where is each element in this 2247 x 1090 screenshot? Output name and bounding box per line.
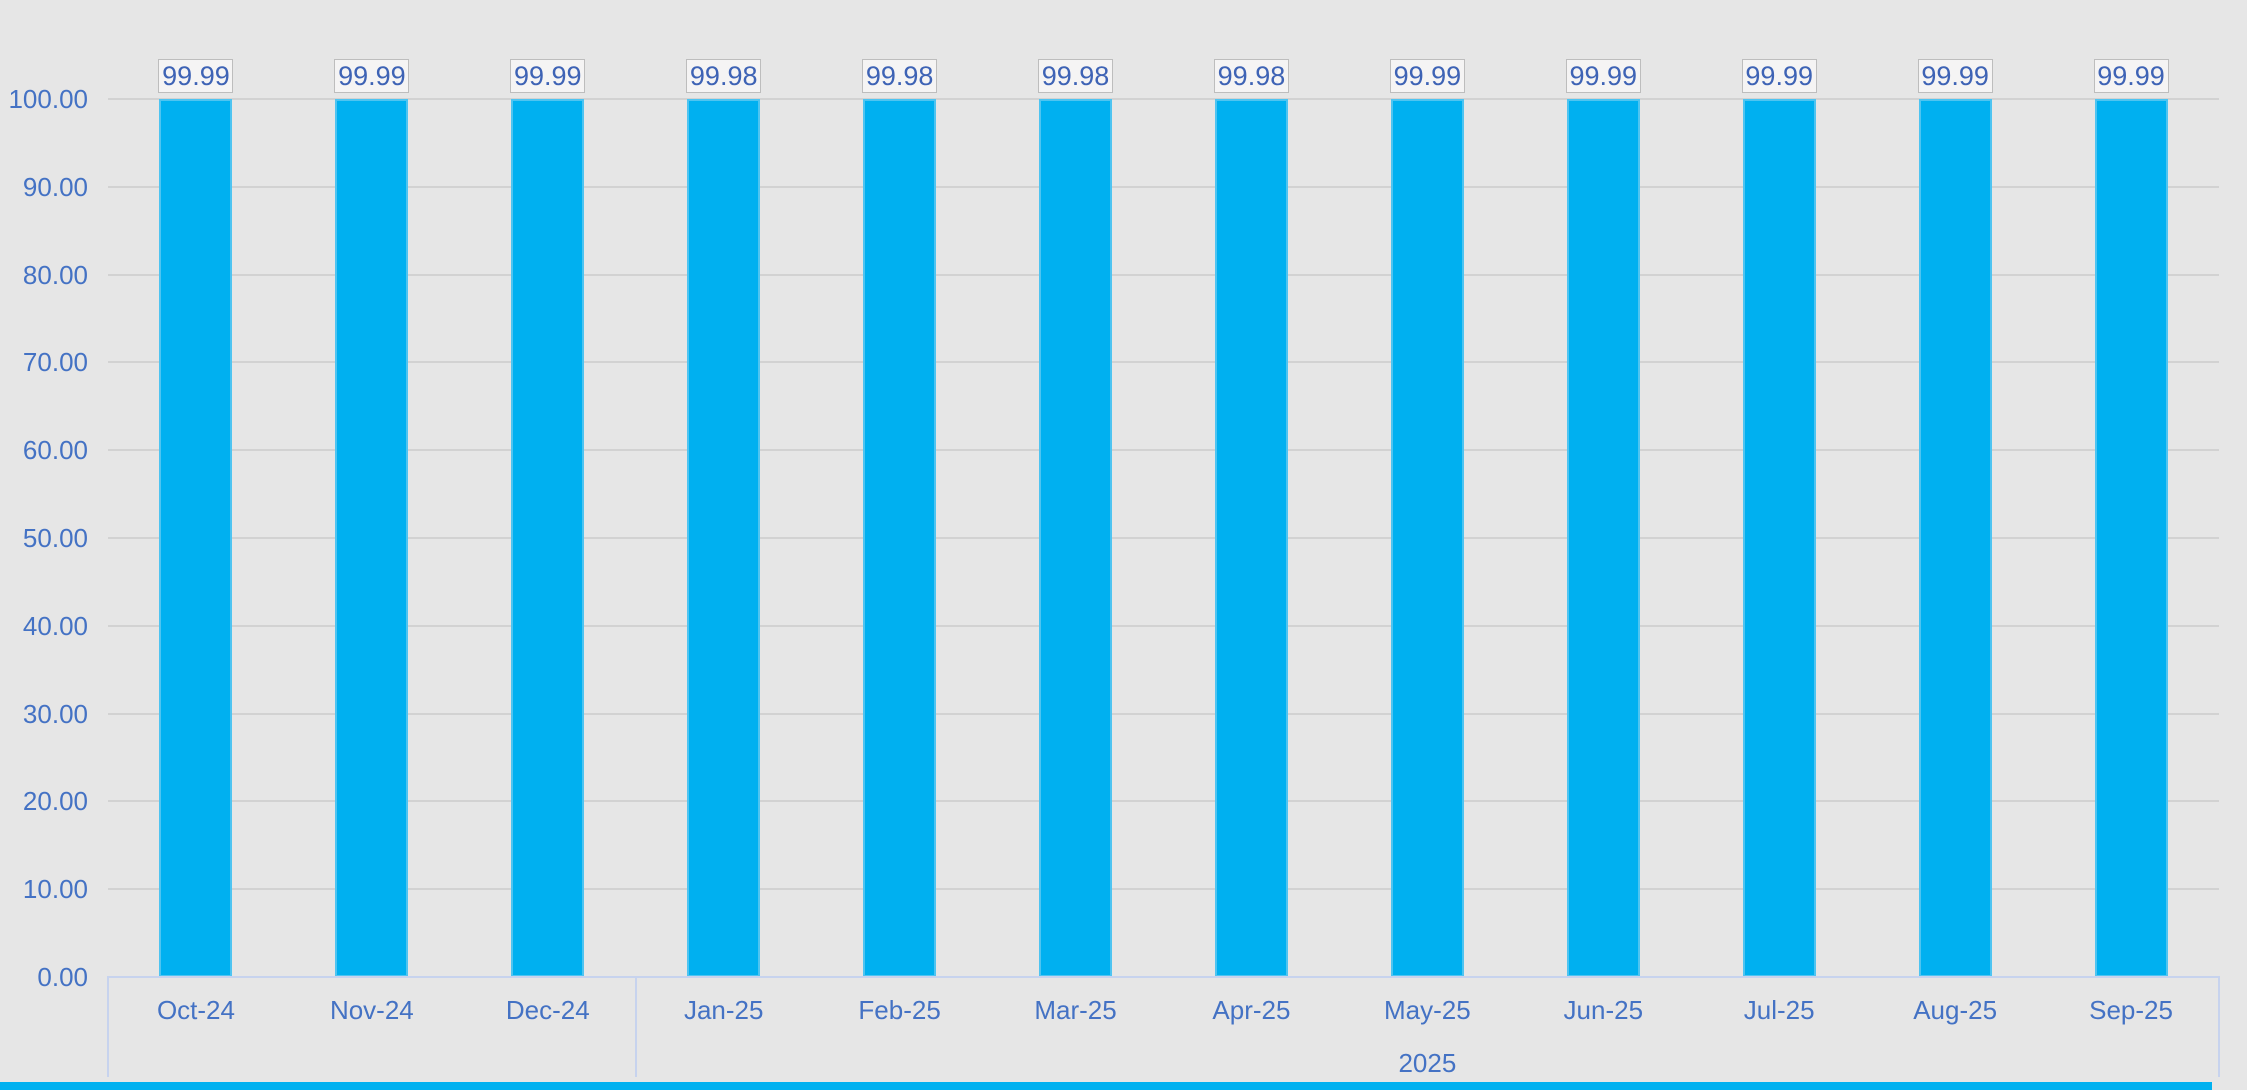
y-axis-tick-label: 40.00 xyxy=(22,610,88,641)
data-label-Oct-24: 99.99 xyxy=(158,59,234,93)
bar-May-25 xyxy=(1390,99,1464,977)
bar-Jul-25 xyxy=(1742,99,1816,977)
gridline-30.00 xyxy=(108,712,2219,715)
x-axis-label-Apr-25: Apr-25 xyxy=(1212,995,1291,1025)
gridline-10.00 xyxy=(108,888,2219,891)
x-axis-label-Oct-24: Oct-24 xyxy=(156,995,235,1025)
data-label-Dec-24: 99.99 xyxy=(510,59,586,93)
data-label-Mar-25: 99.98 xyxy=(1038,59,1114,93)
bar-Nov-24 xyxy=(335,99,409,977)
y-axis-tick-label: 60.00 xyxy=(22,435,88,466)
data-label-Apr-25: 99.98 xyxy=(1213,59,1289,93)
x-axis-label-Jul-25: Jul-25 xyxy=(1743,995,1815,1025)
data-label-Feb-25: 99.98 xyxy=(862,59,938,93)
bottom-cyan-strip xyxy=(0,1082,2212,1090)
bar-Feb-25 xyxy=(863,99,937,977)
data-label-Jun-25: 99.99 xyxy=(1565,59,1641,93)
category-group-separator xyxy=(2218,976,2220,1077)
data-label-Sep-25: 99.99 xyxy=(2093,59,2169,93)
year-group-label: 2025 xyxy=(1398,1048,1457,1078)
bar-Jun-25 xyxy=(1566,99,1640,977)
x-axis-label-Mar-25: Mar-25 xyxy=(1034,995,1117,1025)
x-axis-label-Nov-24: Nov-24 xyxy=(329,995,414,1025)
data-label-Jan-25: 99.98 xyxy=(686,59,762,93)
bar-Apr-25 xyxy=(1214,99,1288,977)
y-axis-tick-label: 0.00 xyxy=(37,962,88,992)
x-axis-line xyxy=(107,976,2220,978)
x-axis-label-May-25: May-25 xyxy=(1384,995,1471,1025)
bar-Mar-25 xyxy=(1039,99,1113,977)
data-label-Aug-25: 99.99 xyxy=(1917,59,1993,93)
gridline-50.00 xyxy=(108,537,2219,539)
category-group-separator xyxy=(634,976,637,1077)
bar-Jan-25 xyxy=(687,99,761,977)
x-axis-label-Sep-25: Sep-25 xyxy=(2089,995,2173,1025)
y-axis-tick-label: 50.00 xyxy=(22,523,88,553)
bar-Aug-25 xyxy=(1918,99,1992,977)
gridline-20.00 xyxy=(108,800,2219,803)
data-label-May-25: 99.99 xyxy=(1389,59,1465,93)
x-axis-label-Aug-25: Aug-25 xyxy=(1913,995,1998,1025)
bar-Oct-24 xyxy=(159,99,233,977)
gridline-100.00 xyxy=(108,98,2219,100)
data-label-Nov-24: 99.99 xyxy=(334,59,410,93)
data-label-Jul-25: 99.99 xyxy=(1741,59,1817,93)
x-axis-label-Feb-25: Feb-25 xyxy=(858,995,941,1025)
gridline-60.00 xyxy=(108,449,2219,452)
y-axis-tick-label: 90.00 xyxy=(22,171,88,202)
y-axis-tick-label: 10.00 xyxy=(22,874,88,905)
y-axis-tick-label: 80.00 xyxy=(22,259,88,290)
x-axis-label-Jan-25: Jan-25 xyxy=(683,995,764,1025)
y-axis-tick-label: 100.00 xyxy=(8,84,88,114)
gridline-70.00 xyxy=(108,361,2219,364)
gridline-40.00 xyxy=(108,624,2219,627)
y-axis-tick-label: 20.00 xyxy=(22,786,88,817)
x-axis-label-Dec-24: Dec-24 xyxy=(505,995,590,1025)
gridline-80.00 xyxy=(108,273,2219,276)
category-group-separator xyxy=(107,976,109,1077)
y-axis-tick-label: 70.00 xyxy=(22,347,88,378)
y-axis-tick-label: 30.00 xyxy=(22,698,88,729)
bar-Dec-24 xyxy=(511,99,585,977)
x-axis-label-Jun-25: Jun-25 xyxy=(1563,995,1644,1025)
bar-Sep-25 xyxy=(2094,99,2168,977)
gridline-90.00 xyxy=(108,185,2219,188)
